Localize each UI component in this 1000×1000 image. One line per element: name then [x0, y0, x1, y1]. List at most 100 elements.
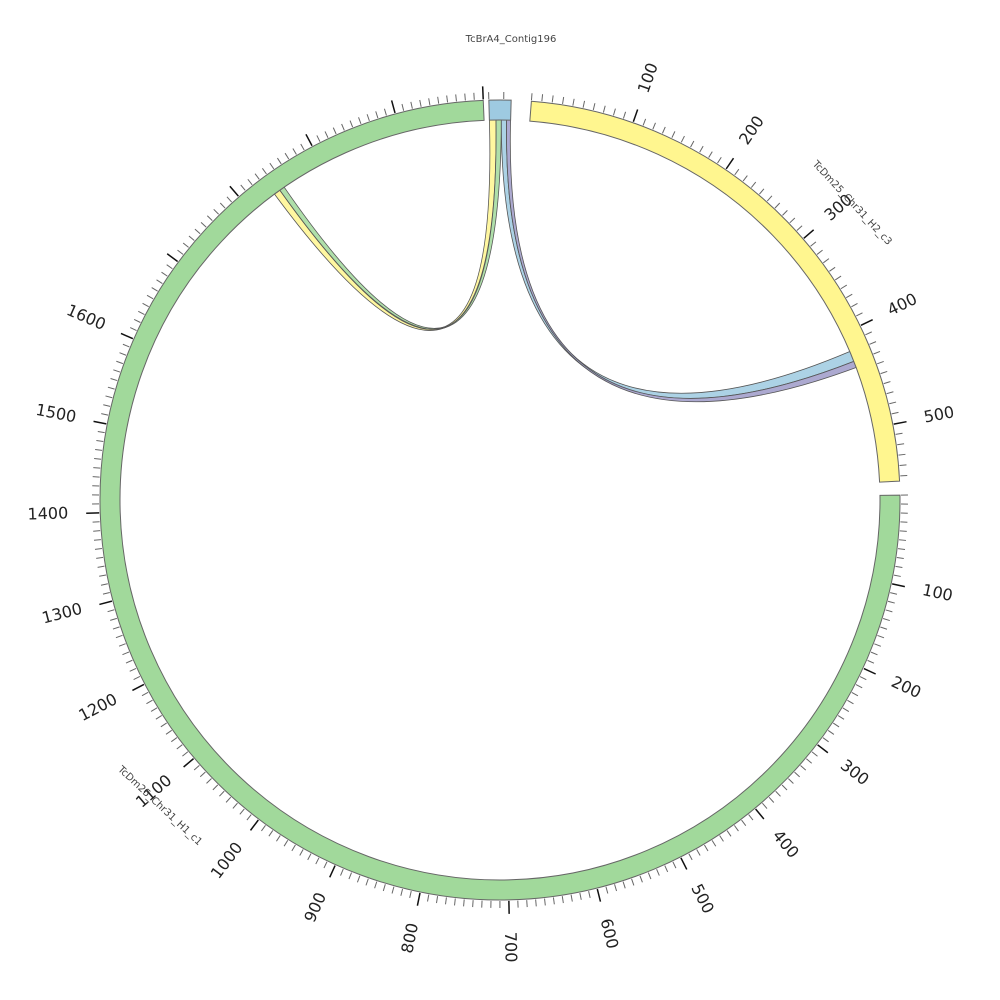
links-layer — [273, 119, 857, 403]
minor-tick — [188, 235, 195, 241]
minor-tick — [464, 93, 466, 101]
tick-label-h1c1-300: 300 — [837, 755, 873, 789]
minor-tick — [247, 178, 253, 186]
minor-tick — [719, 835, 724, 842]
minor-tick — [711, 840, 717, 847]
minor-tick — [690, 140, 695, 148]
minor-tick — [138, 310, 145, 315]
tick-label-h1c1-1500: 1500 — [34, 400, 78, 426]
minor-tick — [806, 758, 813, 764]
minor-tick — [788, 778, 794, 784]
minor-tick — [882, 618, 890, 622]
minor-tick — [890, 592, 898, 595]
minor-tick — [358, 117, 362, 125]
minor-tick — [782, 210, 788, 216]
minor-tick — [146, 294, 154, 300]
minor-tick — [661, 126, 666, 134]
minor-tick — [647, 872, 652, 880]
minor-tick — [823, 258, 830, 264]
minor-tick — [194, 228, 201, 235]
minor-tick — [762, 802, 768, 809]
minor-tick — [592, 103, 596, 111]
minor-tick — [246, 814, 252, 821]
minor-tick — [283, 839, 289, 847]
minor-tick — [113, 369, 121, 373]
minor-tick — [895, 432, 903, 435]
minor-tick — [146, 699, 153, 705]
minor-tick — [463, 899, 465, 907]
minor-tick — [382, 884, 386, 892]
tick-label-h1c1-1300: 1300 — [40, 599, 84, 628]
minor-tick — [688, 853, 693, 861]
minor-tick — [664, 865, 669, 873]
minor-tick — [122, 343, 130, 348]
minor-tick — [530, 93, 533, 101]
tick-label-h1c1-700: 700 — [501, 932, 521, 963]
minor-tick — [240, 184, 246, 191]
minor-tick — [225, 796, 232, 803]
minor-tick — [239, 808, 245, 815]
minor-tick — [897, 548, 906, 550]
major-tick — [860, 318, 873, 326]
minor-tick — [375, 111, 379, 119]
minor-tick — [177, 249, 184, 255]
major-tick — [416, 892, 421, 906]
minor-tick — [639, 875, 643, 883]
tick-label-h2c3-200: 200 — [735, 112, 768, 148]
minor-tick — [199, 771, 206, 778]
minor-tick — [171, 737, 178, 743]
segments-layer — [99, 99, 901, 901]
minor-tick — [165, 729, 173, 735]
minor-tick — [219, 790, 225, 797]
minor-tick — [103, 404, 111, 407]
minor-tick — [292, 148, 297, 155]
minor-tick — [893, 574, 901, 577]
minor-tick — [856, 312, 863, 317]
major-tick — [803, 229, 815, 239]
minor-tick — [840, 284, 848, 290]
major-tick — [390, 100, 396, 114]
minor-tick — [110, 377, 118, 382]
minor-tick — [895, 565, 903, 568]
minor-tick — [454, 898, 456, 906]
minor-tick — [95, 449, 103, 451]
minor-tick — [874, 643, 882, 647]
major-tick — [632, 109, 639, 123]
tick-label-h1c1-1400: 1400 — [27, 503, 68, 523]
major-tick — [596, 888, 602, 902]
minor-tick — [851, 692, 859, 697]
minor-tick — [734, 168, 740, 176]
minor-tick — [150, 707, 158, 712]
segment-h2c3 — [529, 100, 901, 483]
tick-label-h1c1-1000: 1000 — [207, 838, 247, 882]
minor-tick — [133, 318, 141, 323]
minor-tick — [324, 131, 329, 138]
minor-tick — [642, 118, 647, 126]
minor-tick — [427, 894, 430, 902]
minor-tick — [708, 151, 713, 158]
minor-tick — [671, 131, 676, 138]
minor-tick — [847, 699, 854, 705]
minor-tick — [97, 565, 105, 568]
minor-tick — [112, 626, 120, 630]
minor-tick — [870, 651, 878, 656]
minor-tick — [428, 98, 431, 106]
minor-tick — [436, 896, 439, 904]
minor-tick — [206, 215, 213, 221]
minor-tick — [307, 853, 312, 861]
minor-tick — [323, 861, 328, 869]
minor-tick — [182, 242, 189, 248]
minor-tick — [118, 643, 126, 647]
minor-tick — [631, 878, 635, 886]
minor-tick — [410, 101, 413, 109]
minor-tick — [562, 96, 565, 104]
minor-tick — [182, 751, 189, 757]
major-tick — [229, 185, 239, 197]
minor-tick — [896, 556, 904, 559]
minor-tick — [391, 886, 395, 894]
minor-tick — [883, 381, 891, 385]
minor-tick — [891, 411, 899, 415]
minor-tick — [855, 684, 863, 689]
minor-tick — [96, 556, 104, 559]
minor-tick — [151, 287, 158, 292]
